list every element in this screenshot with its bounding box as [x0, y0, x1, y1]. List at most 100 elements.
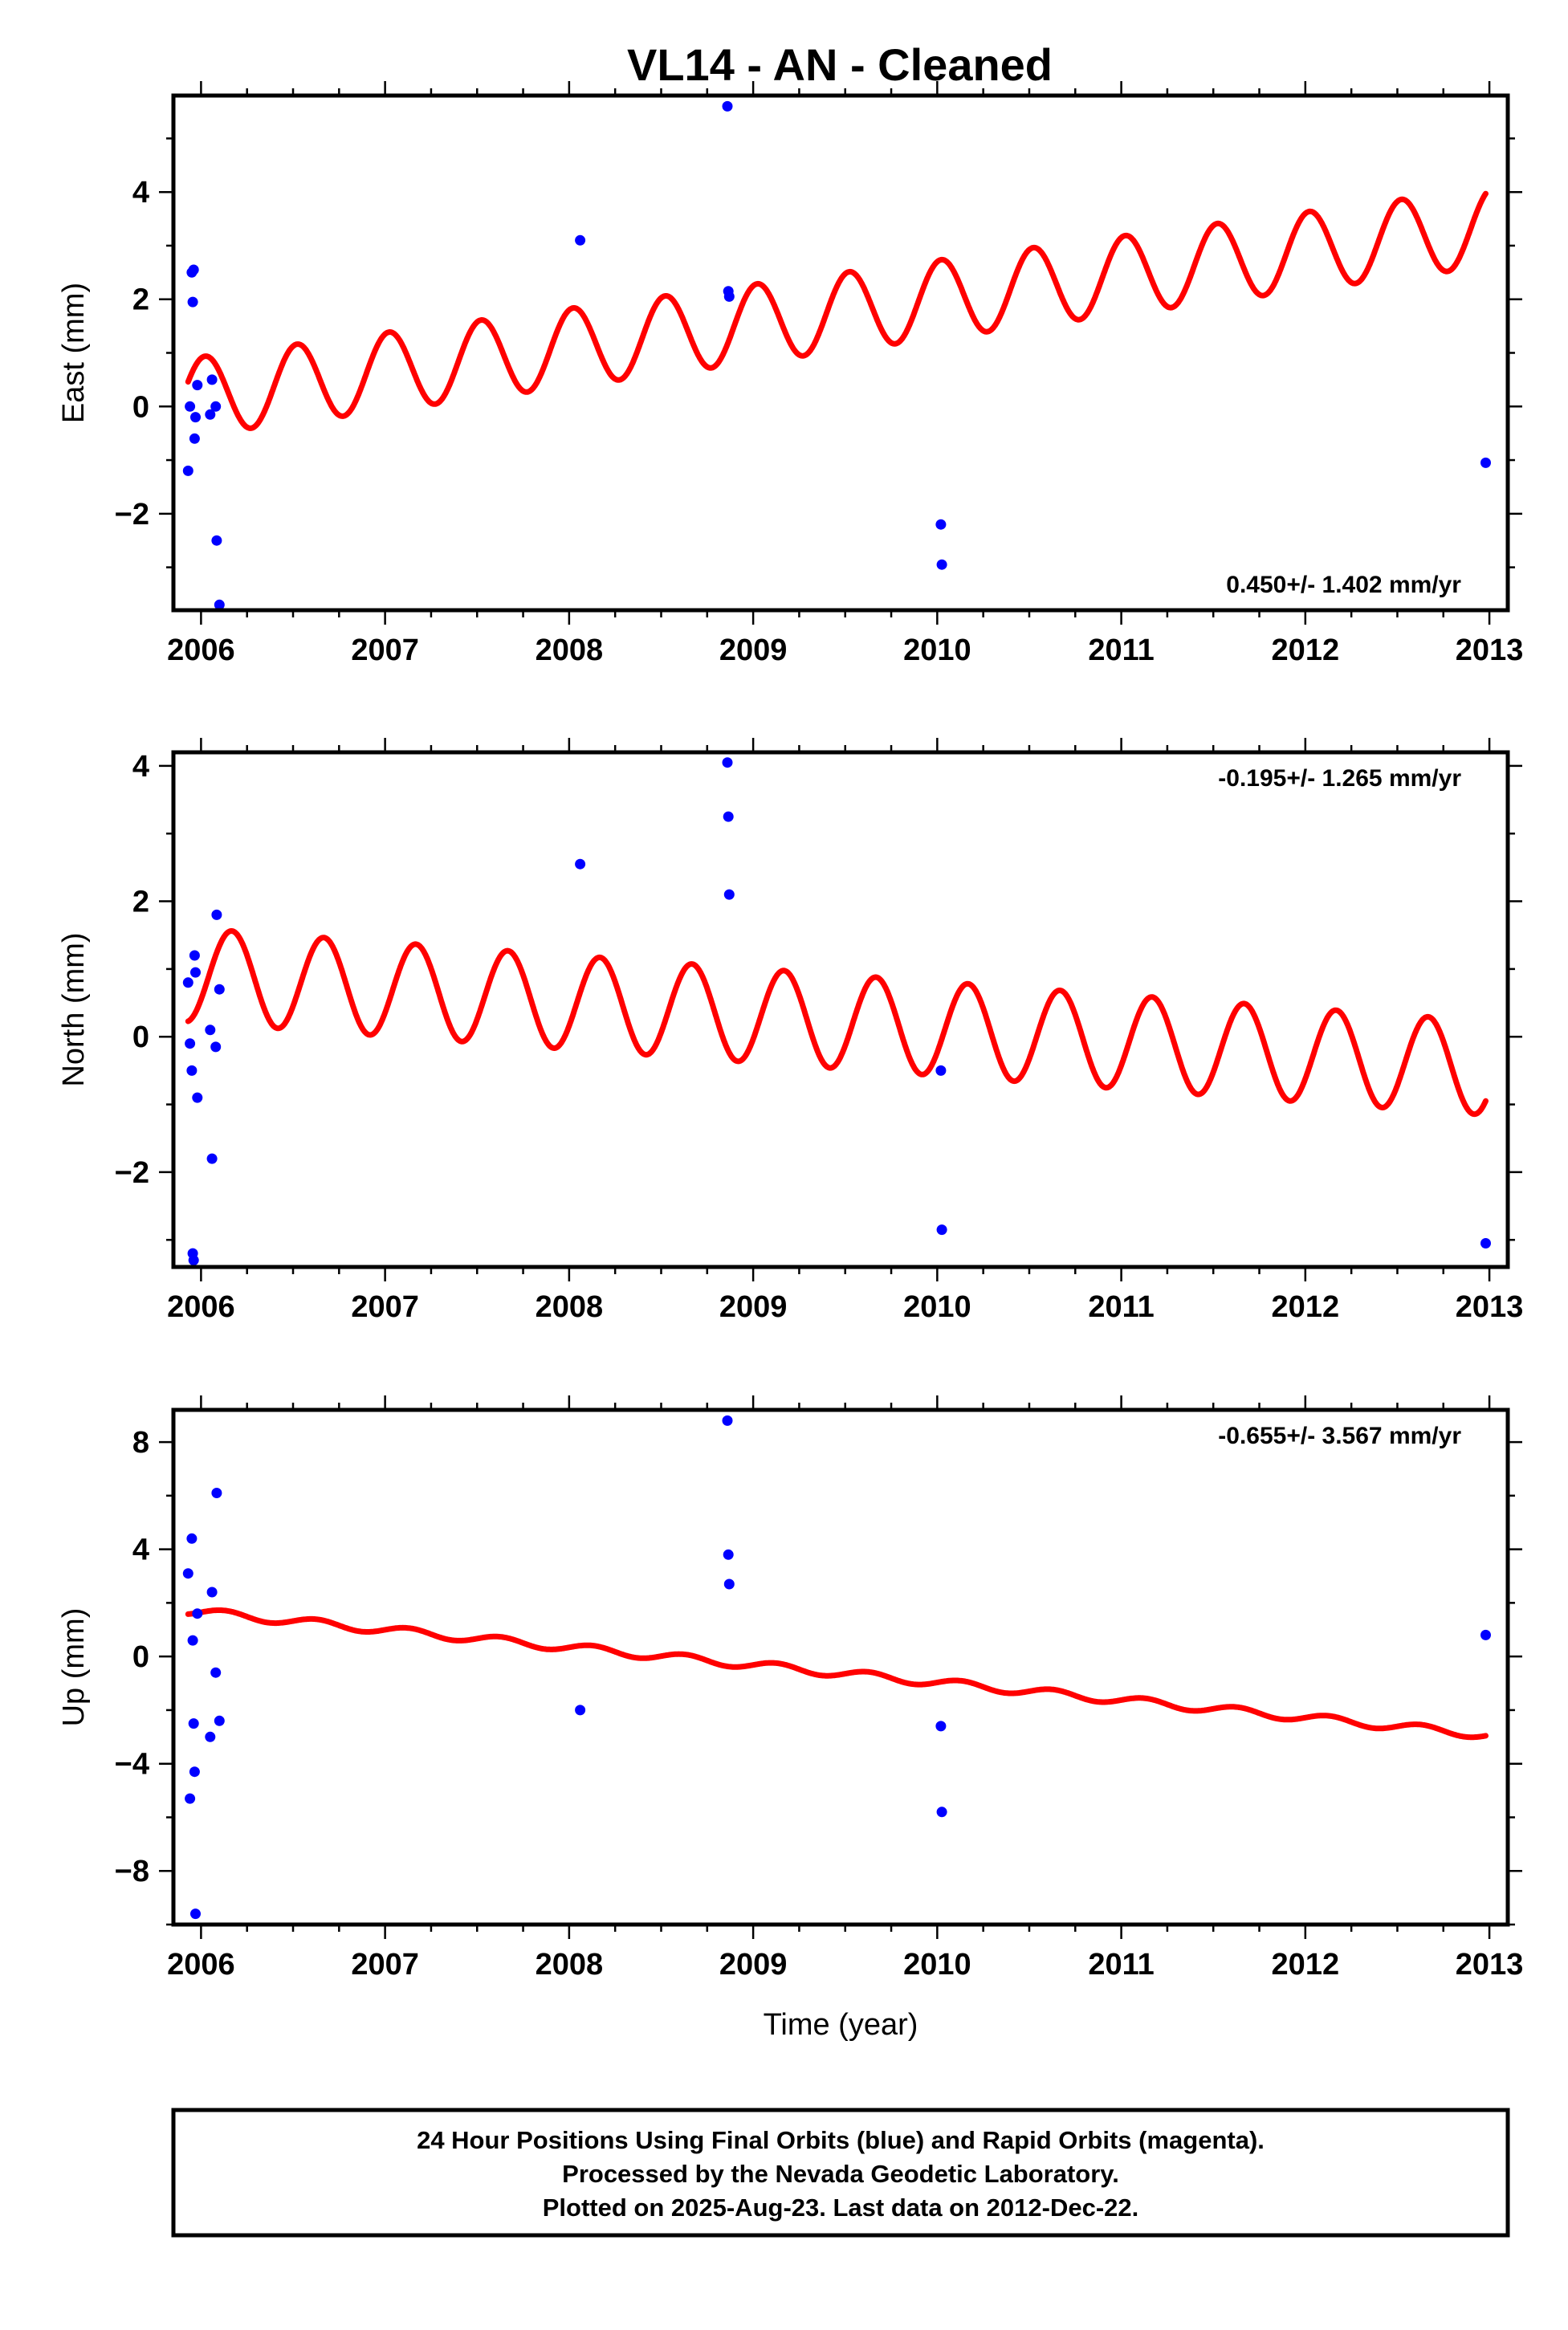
data-point [210, 401, 222, 412]
data-point [205, 1024, 216, 1036]
x-tick-label: 2011 [1088, 633, 1154, 667]
data-point [723, 889, 735, 900]
y-tick-label: 4 [132, 750, 149, 784]
data-point [206, 1587, 218, 1598]
data-point [189, 1766, 200, 1778]
y-tick-label: 2 [132, 886, 149, 919]
x-tick-label: 2007 [351, 1290, 419, 1324]
data-point [188, 1718, 199, 1729]
data-point [722, 100, 733, 112]
data-point [189, 950, 200, 961]
x-tick-label: 2008 [536, 1948, 604, 1982]
x-tick-label: 2006 [167, 633, 235, 667]
data-point [182, 465, 193, 476]
footer-line-1: 24 Hour Positions Using Final Orbits (bl… [417, 2126, 1265, 2154]
x-tick-label: 2007 [351, 633, 419, 667]
footer-line-2: Processed by the Nevada Geodetic Laborat… [562, 2160, 1119, 2188]
y-tick-label: 4 [132, 176, 149, 210]
data-point [182, 977, 193, 988]
y-axis-label: Up (mm) [57, 1608, 91, 1727]
data-point [1480, 457, 1491, 468]
data-point [575, 234, 586, 246]
model-curve [185, 1607, 1489, 1741]
data-point [1480, 1238, 1491, 1249]
north-panel: 2006 2007 2008 2009 2010 2011 2012 2013 −2 0 2 4 Nor… [57, 738, 1523, 1324]
data-point [185, 1793, 196, 1804]
data-point [575, 858, 586, 870]
data-point [205, 409, 216, 420]
model-curve [185, 928, 1489, 1118]
data-point [190, 412, 201, 423]
up-panel: 2006 2007 2008 2009 2010 2011 2012 2013 −8 −4 0 4 8 U… [57, 1395, 1523, 2042]
data-point [722, 1415, 733, 1426]
data-point [206, 1153, 218, 1164]
y-tick-label: 8 [132, 1426, 149, 1460]
x-tick-label: 2010 [903, 1948, 971, 1982]
data-point [214, 599, 225, 610]
rate-label: 0.450+/- 1.402 mm/yr [1226, 572, 1461, 598]
data-point [187, 1635, 198, 1646]
x-tick-label: 2008 [536, 633, 604, 667]
plot-frame [171, 750, 1510, 1269]
y-tick-label: −2 [115, 1156, 149, 1190]
data-point [723, 291, 735, 302]
x-axis-label: Time (year) [764, 2008, 918, 2042]
data-point [723, 1578, 735, 1590]
y-tick-label: −4 [115, 1748, 149, 1782]
data-point [214, 1715, 225, 1726]
data-point [722, 757, 733, 768]
chart-title: VL14 - AN - Cleaned [627, 39, 1053, 90]
data-point [936, 559, 947, 570]
data-point [192, 1608, 203, 1619]
x-tick-label: 2009 [719, 1948, 788, 1982]
data-point [935, 1065, 947, 1076]
x-tick-label: 2007 [351, 1948, 419, 1982]
y-tick-label: −8 [115, 1855, 149, 1888]
data-point [185, 401, 196, 412]
y-axis-label: North (mm) [57, 932, 91, 1086]
y-tick-label: 0 [132, 1020, 149, 1054]
footer-line-3: Plotted on 2025-Aug-23. Last data on 201… [543, 2194, 1139, 2222]
y-tick-label: 4 [132, 1534, 149, 1567]
data-point [211, 1488, 222, 1498]
plot-frame [171, 1407, 1510, 1927]
footer-box: 24 Hour Positions Using Final Orbits (bl… [171, 2108, 1510, 2238]
y-tick-label: 0 [132, 1640, 149, 1674]
data-point [192, 1092, 203, 1103]
data-point [936, 1224, 947, 1236]
data-point [190, 967, 201, 978]
x-tick-label: 2012 [1272, 1290, 1340, 1324]
y-tick-label: 0 [132, 390, 149, 424]
data-point [188, 264, 199, 275]
x-tick-label: 2010 [903, 1290, 971, 1324]
data-point [723, 811, 734, 822]
data-point [186, 1065, 198, 1076]
x-tick-label: 2012 [1272, 1948, 1340, 1982]
data-point [206, 374, 218, 385]
x-tick-label: 2009 [719, 633, 788, 667]
data-point [182, 1568, 193, 1579]
y-axis-label: East (mm) [57, 283, 91, 423]
data-point [936, 1807, 947, 1818]
x-tick-label: 2006 [167, 1290, 235, 1324]
data-point [205, 1731, 216, 1742]
model-curve [185, 190, 1489, 431]
y-tick-label: −2 [115, 498, 149, 532]
data-point [211, 535, 222, 546]
data-point [210, 1667, 222, 1678]
data-point [190, 1908, 201, 1920]
data-point [192, 380, 203, 391]
data-point [186, 1533, 198, 1544]
rate-label: -0.655+/- 3.567 mm/yr [1218, 1423, 1461, 1449]
x-tick-label: 2013 [1456, 1948, 1524, 1982]
x-tick-label: 2013 [1456, 1290, 1524, 1324]
data-point [187, 296, 198, 308]
x-tick-label: 2011 [1088, 1290, 1154, 1324]
data-point [210, 1041, 222, 1053]
east-panel: 2006 2007 2008 2009 2010 2011 2012 2013 −2 0 2 4 Eas… [57, 81, 1523, 667]
data-point [214, 984, 225, 995]
x-tick-label: 2011 [1088, 1948, 1154, 1982]
data-point [1480, 1629, 1491, 1640]
data-point [189, 433, 200, 444]
